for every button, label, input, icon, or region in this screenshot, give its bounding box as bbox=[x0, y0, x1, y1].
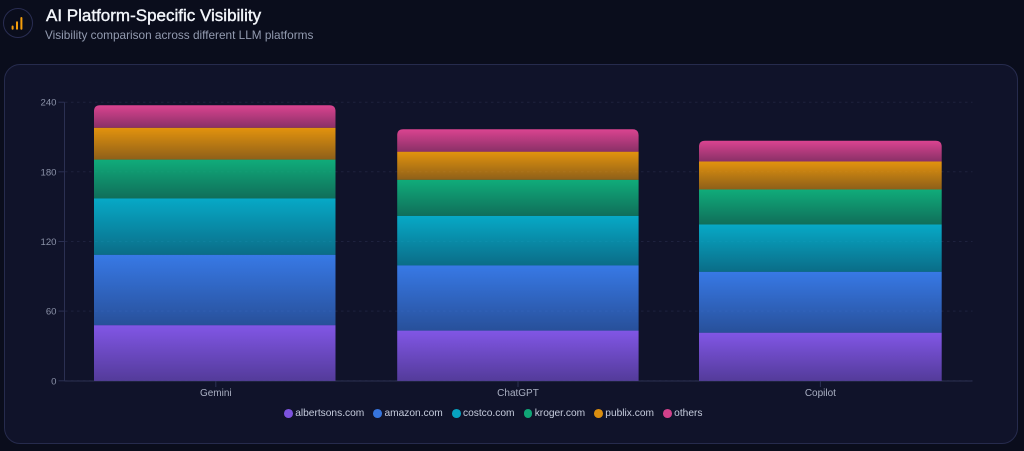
svg-text:240: 240 bbox=[40, 98, 56, 109]
svg-text:60: 60 bbox=[46, 307, 57, 318]
svg-text:120: 120 bbox=[40, 237, 56, 248]
svg-text:180: 180 bbox=[40, 167, 56, 178]
svg-text:0: 0 bbox=[51, 376, 56, 387]
svg-text:Gemini: Gemini bbox=[200, 388, 232, 399]
svg-text:ChatGPT: ChatGPT bbox=[497, 388, 539, 399]
svg-text:Copilot: Copilot bbox=[805, 388, 836, 399]
